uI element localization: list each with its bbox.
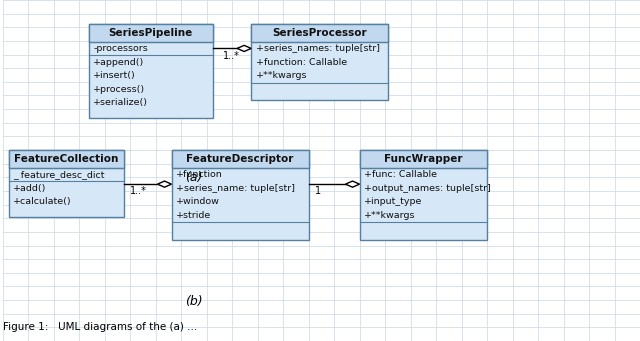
Text: +append(): +append() xyxy=(93,58,145,66)
Text: FeatureDescriptor: FeatureDescriptor xyxy=(186,154,294,164)
Polygon shape xyxy=(157,181,172,187)
Bar xyxy=(88,24,213,118)
Bar xyxy=(172,150,308,240)
Text: +**kwargs: +**kwargs xyxy=(255,71,307,80)
Bar xyxy=(88,24,213,42)
Text: FeatureCollection: FeatureCollection xyxy=(14,154,118,164)
Text: +output_names: tuple[str]: +output_names: tuple[str] xyxy=(364,184,491,193)
Text: 1: 1 xyxy=(315,186,321,196)
Bar xyxy=(172,150,308,168)
Bar xyxy=(9,150,124,168)
Text: +**kwargs: +**kwargs xyxy=(364,211,415,220)
Text: SeriesPipeline: SeriesPipeline xyxy=(109,28,193,38)
Text: (b): (b) xyxy=(185,295,203,308)
Text: FuncWrapper: FuncWrapper xyxy=(384,154,463,164)
Text: +function: Callable: +function: Callable xyxy=(255,58,347,66)
Text: +insert(): +insert() xyxy=(93,71,136,80)
Text: +process(): +process() xyxy=(93,85,145,94)
Text: Figure 1:   UML diagrams of the (a) ...: Figure 1: UML diagrams of the (a) ... xyxy=(3,322,197,332)
Text: _ feature_desc_dict: _ feature_desc_dict xyxy=(13,170,105,179)
Text: SeriesProcessor: SeriesProcessor xyxy=(273,28,367,38)
Text: (a): (a) xyxy=(185,171,202,184)
Text: +series_names: tuple[str]: +series_names: tuple[str] xyxy=(255,44,380,53)
Text: +serialize(): +serialize() xyxy=(93,99,148,107)
Text: +function: +function xyxy=(176,170,223,179)
Bar xyxy=(360,150,487,240)
Polygon shape xyxy=(346,181,360,187)
Text: -processors: -processors xyxy=(93,44,148,53)
Bar xyxy=(251,24,388,42)
Text: +window: +window xyxy=(176,197,220,206)
Bar xyxy=(360,150,487,168)
Text: +add(): +add() xyxy=(13,184,47,193)
Text: +func: Callable: +func: Callable xyxy=(364,170,437,179)
Text: +series_name: tuple[str]: +series_name: tuple[str] xyxy=(176,184,295,193)
Bar xyxy=(9,150,124,217)
Text: 1..*: 1..* xyxy=(130,186,147,196)
Text: 1..*: 1..* xyxy=(223,51,239,61)
Text: +calculate(): +calculate() xyxy=(13,197,72,206)
Polygon shape xyxy=(237,45,251,51)
Text: +input_type: +input_type xyxy=(364,197,422,206)
Bar xyxy=(251,24,388,100)
Text: +stride: +stride xyxy=(176,211,211,220)
